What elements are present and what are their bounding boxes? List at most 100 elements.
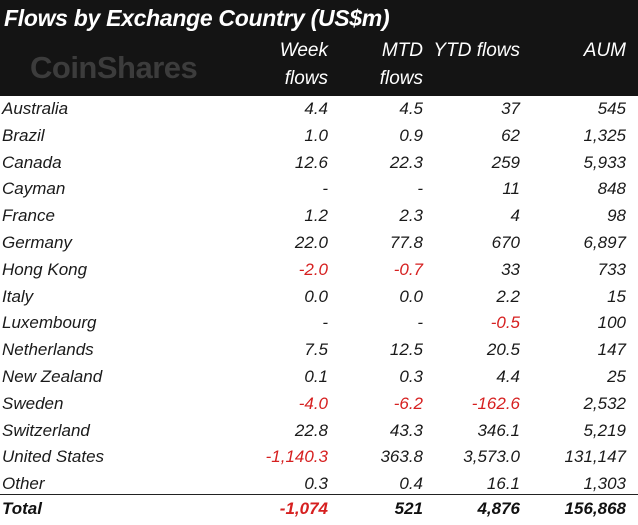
cell-ytd-flows: 20.5 (486, 340, 520, 360)
cell-aum: 147 (597, 340, 626, 360)
cell-mtd-flows: 77.8 (389, 232, 423, 252)
table-row: New Zealand 0.1 0.3 4.4 25 (0, 364, 638, 391)
country-label: Australia (2, 99, 69, 118)
cell-ytd-flows: 4 (510, 206, 520, 226)
cell-mtd-flows: -0.7 (393, 259, 423, 279)
country-label: Netherlands (2, 340, 94, 360)
country-label: Italy (2, 286, 34, 306)
cell-ytd-flows: 62 (501, 125, 520, 145)
cell-week-flows: -1,140.3 (265, 447, 328, 467)
cell-mtd-flows: 0.3 (399, 366, 423, 386)
cell-aum: 6,897 (583, 232, 626, 252)
cell-mtd-flows: 4.5 (399, 99, 423, 118)
cell-mtd-flows: - (417, 313, 423, 333)
table-row: France 1.2 2.3 4 98 (0, 203, 638, 230)
column-header-mtd-flows: MTD flows (380, 37, 423, 93)
cell-ytd-flows: 346.1 (477, 420, 520, 440)
country-label: New Zealand (2, 366, 103, 386)
total-row: Total -1,074 521 4,876 156,868 (0, 496, 638, 522)
total-label: Total (2, 499, 42, 518)
total-ytd-flows: 4,876 (477, 499, 520, 518)
cell-week-flows: 0.3 (304, 474, 328, 494)
country-label: Germany (2, 232, 72, 252)
cell-mtd-flows: 2.3 (399, 206, 423, 226)
table-row: Hong Kong -2.0 -0.7 33 733 (0, 257, 638, 284)
cell-aum: 5,933 (583, 152, 626, 172)
cell-ytd-flows: 259 (491, 152, 520, 172)
column-header-line: AUM (583, 40, 626, 61)
cell-mtd-flows: -6.2 (393, 393, 423, 413)
cell-week-flows: 1.2 (304, 206, 328, 226)
total-divider (0, 494, 638, 495)
cell-week-flows: 22.8 (294, 420, 328, 440)
cell-aum: 98 (607, 206, 626, 226)
cell-week-flows: 22.0 (294, 232, 328, 252)
cell-aum: 545 (597, 99, 626, 118)
table-row: Italy 0.0 0.0 2.2 15 (0, 284, 638, 311)
cell-ytd-flows: -162.6 (471, 393, 520, 413)
cell-aum: 25 (607, 366, 626, 386)
cell-week-flows: 4.4 (304, 99, 328, 118)
cell-ytd-flows: 2.2 (496, 286, 520, 306)
column-header-line: flows (379, 68, 423, 89)
cell-aum: 2,532 (583, 393, 626, 413)
cell-mtd-flows: 0.4 (399, 474, 423, 494)
cell-week-flows: 0.0 (304, 286, 328, 306)
table-row: Luxembourg - - -0.5 100 (0, 310, 638, 337)
country-label: Luxembourg (2, 313, 97, 333)
table-row: Switzerland 22.8 43.3 346.1 5,219 (0, 418, 638, 445)
cell-mtd-flows: 12.5 (389, 340, 423, 360)
cell-ytd-flows: 11 (502, 179, 520, 199)
column-header-ytd-flows: YTD flows (433, 37, 520, 65)
cell-aum: 1,303 (583, 474, 626, 494)
country-label: Cayman (2, 179, 66, 199)
table-row: Canada 12.6 22.3 259 5,933 (0, 150, 638, 177)
column-header-line: YTD flows (433, 40, 520, 61)
total-week-flows: -1,074 (279, 499, 328, 518)
country-label: Switzerland (2, 420, 90, 440)
cell-week-flows: - (322, 179, 328, 199)
total-aum: 156,868 (564, 499, 626, 518)
table-body: Australia 4.4 4.5 37 545 Brazil 1.0 0.9 62 1,325 C… (0, 96, 638, 498)
country-label: Brazil (2, 125, 45, 145)
cell-mtd-flows: 0.9 (399, 125, 423, 145)
cell-aum: 5,219 (583, 420, 626, 440)
column-header-line: MTD (381, 40, 423, 61)
cell-ytd-flows: 37 (501, 99, 520, 118)
table-header: Flows by Exchange Country (US$m) CoinSha… (0, 0, 638, 96)
cell-week-flows: -4.0 (298, 393, 328, 413)
cell-aum: 733 (597, 259, 626, 279)
cell-ytd-flows: 4.4 (496, 366, 520, 386)
cell-week-flows: 1.0 (304, 125, 328, 145)
table-title: Flows by Exchange Country (US$m) (4, 5, 390, 31)
country-label: United States (2, 447, 105, 467)
cell-aum: 1,325 (583, 125, 626, 145)
country-label: Canada (2, 152, 62, 172)
table-row: United States -1,140.3 363.8 3,573.0 131,147 (0, 444, 638, 471)
cell-aum: 848 (597, 179, 626, 199)
table-row: Netherlands 7.5 12.5 20.5 147 (0, 337, 638, 364)
cell-week-flows: 0.1 (304, 366, 328, 386)
cell-ytd-flows: 670 (491, 232, 520, 252)
cell-week-flows: -2.0 (298, 259, 328, 279)
cell-mtd-flows: 43.3 (389, 420, 423, 440)
cell-ytd-flows: 33 (501, 259, 520, 279)
cell-ytd-flows: -0.5 (490, 313, 520, 333)
cell-aum: 131,147 (564, 447, 626, 467)
cell-aum: 15 (607, 286, 626, 306)
cell-ytd-flows: 16.1 (486, 474, 520, 494)
cell-mtd-flows: - (417, 179, 423, 199)
cell-mtd-flows: 22.3 (389, 152, 423, 172)
column-header-aum: AUM (584, 37, 626, 65)
table-row: Other 0.3 0.4 16.1 1,303 (0, 471, 638, 498)
table-row: Brazil 1.0 0.9 62 1,325 (0, 123, 638, 150)
cell-week-flows: - (322, 313, 328, 333)
column-header-week-flows: Week flows (280, 37, 328, 93)
column-header-line: flows (284, 68, 328, 89)
country-label: Sweden (2, 393, 64, 413)
cell-week-flows: 7.5 (304, 340, 328, 360)
table-row: Sweden -4.0 -6.2 -162.6 2,532 (0, 391, 638, 418)
cell-mtd-flows: 363.8 (380, 447, 423, 467)
cell-mtd-flows: 0.0 (399, 286, 423, 306)
country-label: France (2, 206, 55, 226)
